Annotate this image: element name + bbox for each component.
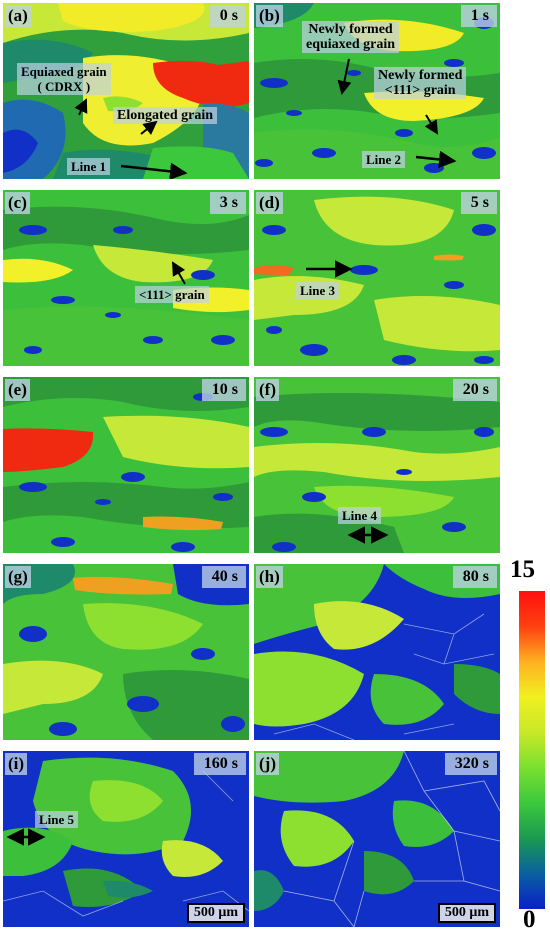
- time-label: 10 s: [201, 379, 246, 401]
- colorbar-min-label: 0: [523, 906, 536, 933]
- time-label: 3 s: [209, 192, 246, 214]
- time-label: 0 s: [209, 5, 246, 27]
- panel-label: (j): [256, 753, 279, 775]
- ebsd-map-c: [3, 190, 249, 366]
- panel-label: (a): [5, 5, 31, 27]
- time-label: 320 s: [444, 753, 497, 775]
- time-label: 1 s: [460, 5, 497, 27]
- scale-bar: 500 μm: [437, 903, 496, 923]
- panel-d: (d) 5 s Line 3: [254, 190, 500, 366]
- ebsd-map-d: [254, 190, 500, 366]
- time-label: 20 s: [452, 379, 497, 401]
- panel-label: (g): [5, 566, 31, 588]
- annotation-newly-formed-111: Newly formed <111> grain: [374, 67, 467, 99]
- panel-label: (d): [256, 192, 283, 214]
- ebsd-map-h: [254, 564, 500, 740]
- panel-label: (f): [256, 379, 279, 401]
- annotation-111-grain: <111> grain: [135, 286, 209, 303]
- panel-label: (i): [5, 753, 28, 775]
- ebsd-map-i: [3, 751, 249, 927]
- annotation-newly-formed-equiaxed: Newly formed equiaxed grain: [302, 21, 400, 53]
- ebsd-map-j: [254, 751, 500, 927]
- annotation-line-1: Line 1: [67, 158, 111, 175]
- panel-a: (a) 0 s Equiaxed grain ( CDRX ) Elongate…: [3, 3, 249, 179]
- colorbar-max-label: 15: [510, 556, 535, 583]
- panel-h: (h) 80 s: [254, 564, 500, 740]
- ebsd-map-f: [254, 377, 500, 553]
- panel-b: (b) 1 s Newly formed equiaxed grain Newl…: [254, 3, 500, 179]
- panel-j: (j) 320 s 500 μm: [254, 751, 500, 927]
- colorbar: [519, 591, 545, 909]
- annotation-line-3: Line 3: [296, 282, 340, 299]
- panel-c: (c) 3 s <111> grain: [3, 190, 249, 366]
- annotation-line-5: Line 5: [35, 811, 79, 828]
- time-label: 40 s: [201, 566, 246, 588]
- time-label: 160 s: [193, 753, 246, 775]
- annotation-elongated-grain: Elongated grain: [113, 107, 218, 124]
- scale-bar: 500 μm: [186, 903, 245, 923]
- panel-i: (i) 160 s Line 5 500 μm: [3, 751, 249, 927]
- panel-label: (h): [256, 566, 283, 588]
- ebsd-map-g: [3, 564, 249, 740]
- annotation-line-2: Line 2: [362, 151, 406, 168]
- panel-label: (c): [5, 192, 30, 214]
- panel-g: (g) 40 s: [3, 564, 249, 740]
- time-label: 5 s: [460, 192, 497, 214]
- panel-label: (e): [5, 379, 30, 401]
- time-label: 80 s: [452, 566, 497, 588]
- panel-label: (b): [256, 5, 283, 27]
- annotation-line-4: Line 4: [338, 507, 382, 524]
- annotation-equiaxed-grain: Equiaxed grain ( CDRX ): [17, 63, 111, 95]
- panel-e: (e) 10 s: [3, 377, 249, 553]
- ebsd-map-e: [3, 377, 249, 553]
- panel-f: (f) 20 s Line 4: [254, 377, 500, 553]
